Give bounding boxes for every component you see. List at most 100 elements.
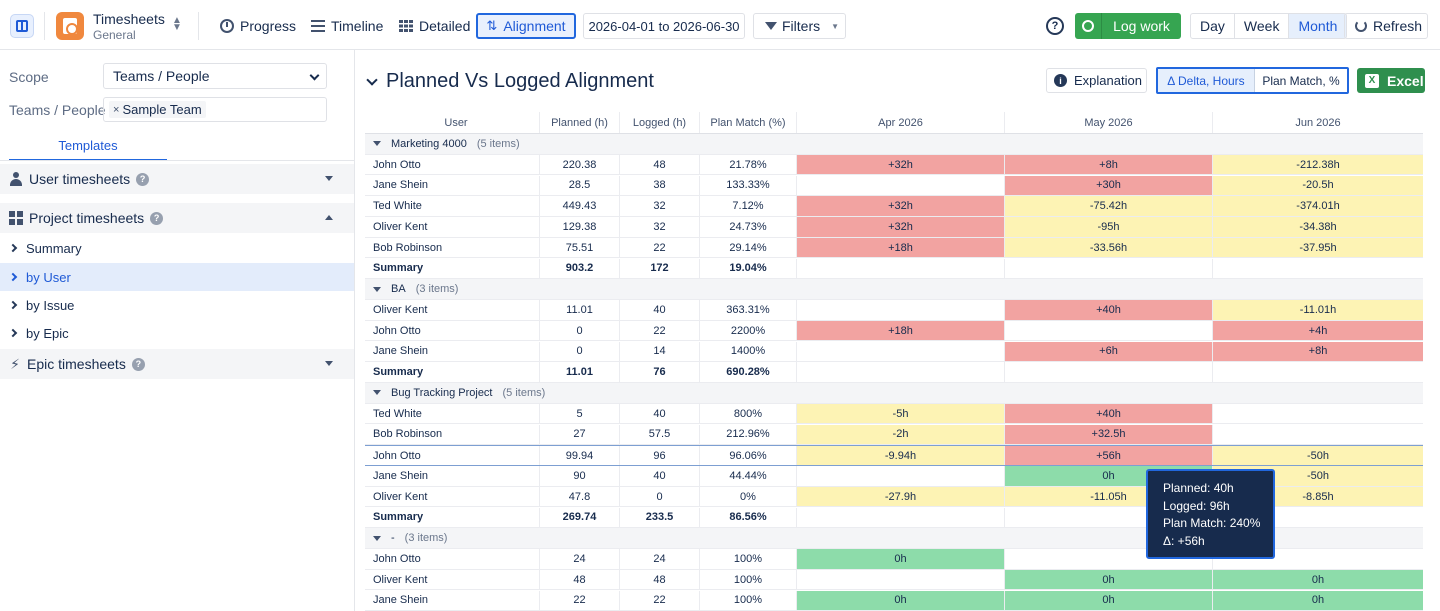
cell-month-delta[interactable]: 0h <box>797 549 1005 569</box>
cell-month-delta[interactable]: +40h <box>1005 300 1213 320</box>
column-header-planned[interactable]: Planned (h) <box>540 112 620 133</box>
cell-month-delta[interactable] <box>797 507 1005 528</box>
cell-month-delta[interactable]: -5h <box>797 403 1005 424</box>
cell-month-delta[interactable]: -20.5h <box>1213 175 1423 196</box>
mode-delta-button[interactable]: Δ Delta, Hours <box>1158 69 1255 92</box>
cell-month-delta[interactable] <box>797 341 1005 362</box>
nav-alignment-button[interactable]: ⇅ Alignment <box>476 13 576 39</box>
cell-month-delta[interactable] <box>1005 320 1213 341</box>
column-header-apr[interactable]: Apr 2026 <box>797 112 1005 133</box>
cell-month-delta[interactable]: +32h <box>797 217 1005 237</box>
date-range-picker[interactable]: 2026-04-01 to 2026-06-30 <box>583 13 745 39</box>
cell-month-delta[interactable] <box>1005 258 1213 279</box>
cell-month-delta[interactable] <box>1005 362 1213 382</box>
cell-month-delta[interactable]: +8h <box>1213 341 1423 362</box>
cell-month-delta[interactable] <box>1213 362 1423 382</box>
sidebar-item-by-epic[interactable]: by Epic <box>0 319 354 347</box>
teams-people-field[interactable]: × Sample Team <box>103 97 327 122</box>
cell-month-delta[interactable]: +18h <box>797 320 1005 341</box>
group-row[interactable]: BA (3 items) <box>365 279 1423 300</box>
cell-month-delta[interactable]: 0h <box>1005 569 1213 590</box>
refresh-button[interactable]: Refresh <box>1344 13 1428 39</box>
section-project-timesheets[interactable]: Project timesheets ? <box>0 203 354 233</box>
nav-progress-button[interactable]: Progress <box>214 13 302 39</box>
help-icon[interactable]: ? <box>136 172 150 186</box>
cell-month-delta[interactable]: -374.01h <box>1213 196 1423 216</box>
cell-month-delta[interactable] <box>797 362 1005 382</box>
caret-down-icon[interactable] <box>373 286 381 292</box>
column-header-plan-match[interactable]: Plan Match (%) <box>700 112 797 133</box>
cell-month-delta[interactable]: -95h <box>1005 217 1213 237</box>
excel-export-button[interactable]: X Excel <box>1357 68 1425 93</box>
cell-month-delta[interactable]: +18h <box>797 237 1005 258</box>
cell-month-delta[interactable]: -50h <box>1213 446 1423 465</box>
caret-down-icon[interactable] <box>373 141 381 147</box>
cell-month-delta[interactable]: +32.5h <box>1005 424 1213 445</box>
cell-month-delta[interactable]: 0h <box>1213 569 1423 590</box>
cell-month-delta[interactable]: -34.38h <box>1213 217 1423 237</box>
cell-month-delta[interactable]: 0h <box>1005 590 1213 611</box>
cell-month-delta[interactable]: +56h <box>1005 446 1213 465</box>
group-row[interactable]: Marketing 4000 (5 items) <box>365 134 1423 155</box>
cell-month-delta[interactable]: -33.56h <box>1005 237 1213 258</box>
log-work-button[interactable]: Log work <box>1075 13 1181 39</box>
help-icon[interactable]: ? <box>1046 17 1064 35</box>
collapse-chevron-icon[interactable] <box>366 73 378 86</box>
cell-month-delta[interactable]: +6h <box>1005 341 1213 362</box>
cell-planned: 903.2 <box>540 258 620 279</box>
sidebar-item-by-user[interactable]: by User <box>0 263 354 291</box>
period-month-button[interactable]: Month <box>1289 14 1347 38</box>
nav-timeline-button[interactable]: Timeline <box>305 13 389 39</box>
cell-month-delta[interactable]: +40h <box>1005 403 1213 424</box>
cell-month-delta[interactable]: +32h <box>797 196 1005 216</box>
explanation-button[interactable]: i Explanation <box>1046 68 1147 93</box>
mode-plan-match-button[interactable]: Plan Match, % <box>1262 73 1340 88</box>
cell-month-delta[interactable] <box>797 300 1005 320</box>
cell-month-delta[interactable] <box>797 569 1005 590</box>
cell-month-delta[interactable]: 0h <box>1213 590 1423 611</box>
tab-templates[interactable]: Templates <box>9 133 167 161</box>
sidebar-toggle-icon[interactable] <box>10 14 34 38</box>
caret-down-icon[interactable] <box>373 535 381 541</box>
column-header-jun[interactable]: Jun 2026 <box>1295 116 1341 129</box>
app-switch-chevron-icon[interactable]: ▲ ▼ <box>172 15 182 33</box>
cell-month-delta[interactable]: -75.42h <box>1005 196 1213 216</box>
cell-month-delta[interactable]: -212.38h <box>1213 154 1423 175</box>
filters-button[interactable]: Filters ▼ <box>753 13 846 39</box>
cell-month-delta[interactable] <box>797 258 1005 279</box>
cell-month-delta[interactable]: +8h <box>1005 154 1213 175</box>
sidebar-item-summary[interactable]: Summary <box>0 234 354 262</box>
period-week-button[interactable]: Week <box>1235 14 1290 38</box>
cell-month-delta[interactable]: -27.9h <box>797 486 1005 507</box>
cell-month-delta[interactable]: -11.01h <box>1213 300 1423 320</box>
app-title[interactable]: Timesheets <box>93 11 165 27</box>
cell-month-delta[interactable] <box>797 175 1005 196</box>
cell-month-delta[interactable] <box>797 466 1005 486</box>
cell-month-delta[interactable]: 0h <box>797 590 1005 611</box>
help-icon[interactable]: ? <box>131 357 145 371</box>
section-user-timesheets[interactable]: User timesheets ? <box>0 164 354 194</box>
caret-down-icon[interactable] <box>373 390 381 396</box>
table-row: Bob Robinson 75.51 22 29.14% +18h -33.56h -37.… <box>365 237 1423 259</box>
cell-month-delta[interactable] <box>1213 404 1423 424</box>
cell-month-delta[interactable]: -37.95h <box>1213 237 1423 258</box>
nav-detailed-button[interactable]: Detailed <box>393 13 476 39</box>
period-day-button[interactable]: Day <box>1191 14 1235 38</box>
cell-month-delta[interactable] <box>1213 425 1423 445</box>
cell-month-delta[interactable]: +32h <box>797 154 1005 175</box>
cell-month-delta[interactable]: +30h <box>1005 175 1213 196</box>
section-epic-timesheets[interactable]: ⚡ Epic timesheets ? <box>0 349 354 379</box>
column-header-user[interactable]: User <box>365 112 540 133</box>
column-header-logged[interactable]: Logged (h) <box>620 112 700 133</box>
column-header-may[interactable]: May 2026 <box>1005 112 1213 133</box>
cell-month-delta[interactable]: -9.94h <box>797 446 1005 465</box>
scope-select[interactable]: Teams / People <box>103 63 327 89</box>
group-row[interactable]: Bug Tracking Project (5 items) <box>365 383 1423 404</box>
cell-month-delta[interactable]: +4h <box>1213 320 1423 341</box>
help-icon[interactable]: ? <box>150 211 164 225</box>
bolt-icon: ⚡ <box>10 355 20 372</box>
remove-chip-icon[interactable]: × <box>113 103 120 116</box>
cell-month-delta[interactable]: -2h <box>797 424 1005 445</box>
sidebar-item-by-issue[interactable]: by Issue <box>0 291 354 319</box>
cell-month-delta[interactable] <box>1213 259 1423 279</box>
